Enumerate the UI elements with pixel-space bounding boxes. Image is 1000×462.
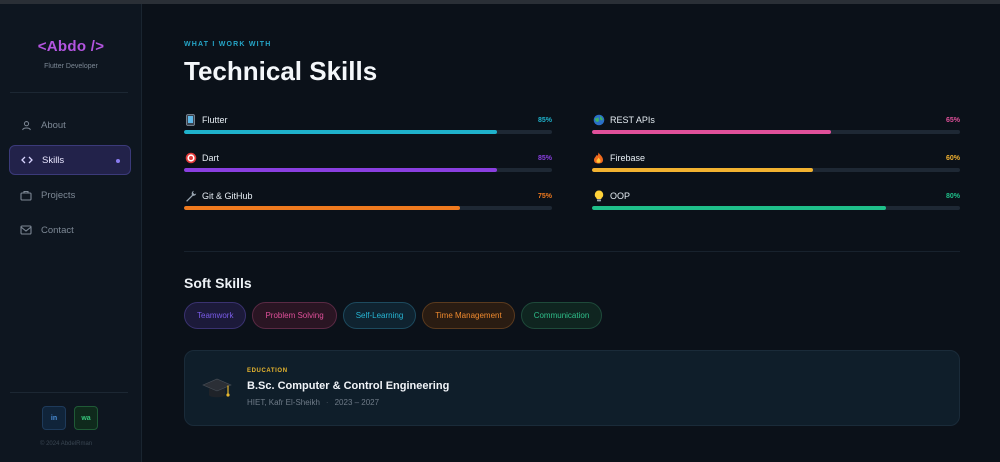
education-years: 2023 – 2027 xyxy=(334,398,380,407)
skill-oop: OOP 80% xyxy=(592,189,960,213)
bulb-icon xyxy=(592,190,605,203)
fire-icon xyxy=(592,152,605,165)
sidebar-divider xyxy=(10,392,128,393)
soft-skill-chip: Communication xyxy=(520,302,603,329)
skill-git-github: Git & GitHub 75% xyxy=(184,189,552,213)
skill-name: REST APIs xyxy=(610,115,655,125)
education-card: EDUCATION B.Sc. Computer & Control Engin… xyxy=(184,350,960,426)
sidebar-item-projects[interactable]: Projects xyxy=(9,180,131,210)
skill-progress-fill xyxy=(592,206,887,210)
skill-name: Firebase xyxy=(610,153,646,163)
whatsapp-button[interactable]: wa xyxy=(74,406,98,430)
whatsapp-icon: wa xyxy=(81,414,91,422)
sidebar-item-label: Contact xyxy=(41,224,74,236)
target-icon xyxy=(184,152,197,165)
skill-dart: Dart 85% xyxy=(184,151,552,175)
active-indicator-dot xyxy=(116,159,120,163)
skill-progress-fill xyxy=(592,168,813,172)
skill-progress-track xyxy=(184,168,552,172)
skill-flutter: Flutter 85% xyxy=(184,113,552,137)
skill-progress-track xyxy=(184,206,552,210)
soft-skill-chip: Self-Learning xyxy=(342,302,417,329)
skill-name: OOP xyxy=(610,191,631,201)
graduation-cap-icon xyxy=(201,373,233,405)
phone-icon xyxy=(184,114,197,127)
linkedin-icon: in xyxy=(50,414,58,422)
degree-title: B.Sc. Computer & Control Engineering xyxy=(247,380,450,392)
sidebar: <Abdo /> Flutter Developer About Skills xyxy=(0,4,142,462)
soft-skills-list: Teamwork Problem Solving Self-Learning T… xyxy=(184,302,603,329)
skill-percent: 85% xyxy=(537,154,552,162)
linkedin-button[interactable]: in xyxy=(42,406,66,430)
skill-name: Dart xyxy=(202,153,220,163)
sidebar-item-label: About xyxy=(41,119,66,131)
meta-separator: · xyxy=(325,398,329,407)
soft-skills-title: Soft Skills xyxy=(184,275,252,291)
user-icon xyxy=(20,119,32,131)
soft-skill-chip: Time Management xyxy=(422,302,515,329)
skill-percent: 80% xyxy=(945,192,960,200)
skill-percent: 85% xyxy=(537,116,552,124)
section-eyebrow: WHAT I WORK WITH xyxy=(184,41,272,48)
soft-skill-chip: Teamwork xyxy=(184,302,247,329)
skill-percent: 60% xyxy=(945,154,960,162)
skill-progress-fill xyxy=(592,130,832,134)
skill-name: Git & GitHub xyxy=(202,191,253,201)
education-label: EDUCATION xyxy=(247,368,288,374)
section-divider xyxy=(184,251,960,252)
skill-rest-apis: REST APIs 65% xyxy=(592,113,960,137)
window-top-border xyxy=(0,0,1000,4)
sidebar-nav: About Skills Projects xyxy=(9,110,131,250)
skill-progress-track xyxy=(592,206,960,210)
mail-icon xyxy=(20,224,32,236)
logo[interactable]: <Abdo /> xyxy=(37,38,105,55)
sidebar-item-about[interactable]: About xyxy=(9,110,131,140)
skill-progress-fill xyxy=(184,168,497,172)
skill-percent: 75% xyxy=(537,192,552,200)
role-subtitle: Flutter Developer xyxy=(44,63,98,70)
brand: <Abdo /> Flutter Developer xyxy=(0,38,142,70)
wrench-icon xyxy=(184,190,197,203)
skill-progress-fill xyxy=(184,206,460,210)
school-name: HIET, Kafr El-Sheikh xyxy=(247,398,320,407)
code-icon xyxy=(21,154,33,166)
skill-progress-track xyxy=(184,130,552,134)
page-title: Technical Skills xyxy=(184,56,378,86)
briefcase-icon xyxy=(20,189,32,201)
sidebar-item-skills[interactable]: Skills xyxy=(9,145,131,175)
skill-name: Flutter xyxy=(202,115,228,125)
skill-progress-track xyxy=(592,168,960,172)
soft-skill-chip: Problem Solving xyxy=(252,302,337,329)
skill-percent: 65% xyxy=(945,116,960,124)
sidebar-item-contact[interactable]: Contact xyxy=(9,215,131,245)
skill-progress-fill xyxy=(184,130,497,134)
sidebar-item-label: Skills xyxy=(42,154,65,166)
copyright: © 2024 AbdelRman xyxy=(40,441,93,447)
sidebar-divider xyxy=(10,92,128,93)
skill-progress-track xyxy=(592,130,960,134)
skill-firebase: Firebase 60% xyxy=(592,151,960,175)
globe-icon xyxy=(592,114,605,127)
social-links: in wa xyxy=(42,406,98,430)
education-meta: HIET, Kafr El-Sheikh · 2023 – 2027 xyxy=(247,398,379,407)
sidebar-item-label: Projects xyxy=(41,189,76,201)
